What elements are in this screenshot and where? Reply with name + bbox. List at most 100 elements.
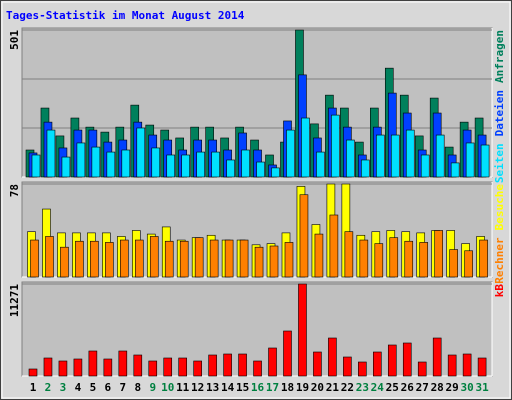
bar xyxy=(479,239,488,278)
x-tick-label: 12 xyxy=(191,381,204,394)
x-tick-label: 13 xyxy=(206,381,219,394)
x-tick-label: 14 xyxy=(221,381,235,394)
bar xyxy=(208,354,217,377)
bar xyxy=(75,240,84,278)
bar xyxy=(178,357,187,377)
chart-title: Tages-Statistik im Monat August 2014 xyxy=(6,9,245,22)
bar xyxy=(298,283,307,377)
bar xyxy=(61,156,71,178)
bar xyxy=(194,237,204,278)
bar xyxy=(271,167,280,178)
plot-area xyxy=(21,281,493,377)
bar xyxy=(402,342,412,377)
bar xyxy=(417,361,427,377)
bar xyxy=(149,236,159,278)
x-tick-label: 17 xyxy=(266,381,279,394)
x-tick-label: 29 xyxy=(446,381,459,394)
bar xyxy=(331,114,340,178)
bar xyxy=(269,245,279,278)
bar xyxy=(164,240,174,278)
bar xyxy=(151,147,161,178)
x-tick-label: 11 xyxy=(176,381,190,394)
legend-entry: Rechner xyxy=(493,237,506,284)
bar xyxy=(286,129,295,178)
bar xyxy=(432,337,442,377)
x-tick-label: 1 xyxy=(30,381,37,394)
bar xyxy=(103,358,113,377)
bar xyxy=(121,149,131,178)
x-tick-label: 6 xyxy=(105,381,112,394)
legend-entry: Besuche xyxy=(493,184,506,231)
bar xyxy=(254,246,264,278)
legend-entry: Anfragen xyxy=(493,30,506,83)
bar xyxy=(462,353,472,377)
bar xyxy=(223,353,232,377)
bar xyxy=(450,162,460,178)
bar xyxy=(73,358,83,377)
y-tick-label: 11271 xyxy=(8,284,21,317)
bar xyxy=(134,239,144,278)
bar xyxy=(283,330,292,377)
legend-entry: Seiten xyxy=(493,143,506,183)
legend-entry: Dateien xyxy=(493,90,506,136)
bar xyxy=(90,240,99,278)
bar xyxy=(46,129,56,178)
x-tick-label: 5 xyxy=(90,381,97,394)
bar xyxy=(404,240,414,278)
bar xyxy=(196,151,205,178)
x-tick-label: 26 xyxy=(401,381,415,394)
x-tick-label: 28 xyxy=(431,381,444,394)
bar xyxy=(390,134,400,178)
x-tick-label: 25 xyxy=(386,381,399,394)
bar xyxy=(268,347,277,377)
bar xyxy=(359,239,369,278)
x-tick-label: 22 xyxy=(341,381,354,394)
x-tick-label: 15 xyxy=(236,381,249,394)
bar xyxy=(465,142,475,178)
bar xyxy=(30,239,39,278)
x-tick-label: 8 xyxy=(134,381,141,394)
bar xyxy=(405,129,415,178)
bar xyxy=(477,357,487,377)
bar xyxy=(313,351,322,377)
x-tick-label: 7 xyxy=(120,381,127,394)
bar xyxy=(343,356,352,377)
bar xyxy=(239,239,249,278)
bar xyxy=(136,127,146,178)
y-tick-label: 78 xyxy=(8,184,21,197)
legend: Seiten Dateien Anfragen xyxy=(493,30,506,183)
bar xyxy=(106,151,116,178)
y-tick-label: 501 xyxy=(8,30,21,50)
bar xyxy=(301,117,310,178)
bar xyxy=(241,149,250,178)
bar xyxy=(328,337,337,377)
bar xyxy=(226,159,235,178)
bar xyxy=(299,194,309,278)
bar xyxy=(480,144,490,178)
bar xyxy=(374,243,384,278)
bar xyxy=(148,360,158,377)
bar xyxy=(224,239,234,278)
bar xyxy=(361,159,370,178)
bar xyxy=(163,357,173,377)
bar xyxy=(346,139,355,178)
bar xyxy=(120,239,129,278)
bar xyxy=(387,344,397,377)
bar xyxy=(58,360,68,377)
bar xyxy=(118,350,128,377)
bar xyxy=(449,249,458,278)
bar xyxy=(373,351,382,377)
bar xyxy=(435,134,445,178)
bar xyxy=(181,154,190,178)
bar xyxy=(209,239,219,278)
x-tick-label: 16 xyxy=(251,381,265,394)
bar xyxy=(464,250,473,278)
bar xyxy=(193,360,202,377)
legend-entry: kB xyxy=(493,284,506,298)
bar xyxy=(314,233,324,278)
bar xyxy=(447,354,457,377)
bar xyxy=(105,242,114,278)
